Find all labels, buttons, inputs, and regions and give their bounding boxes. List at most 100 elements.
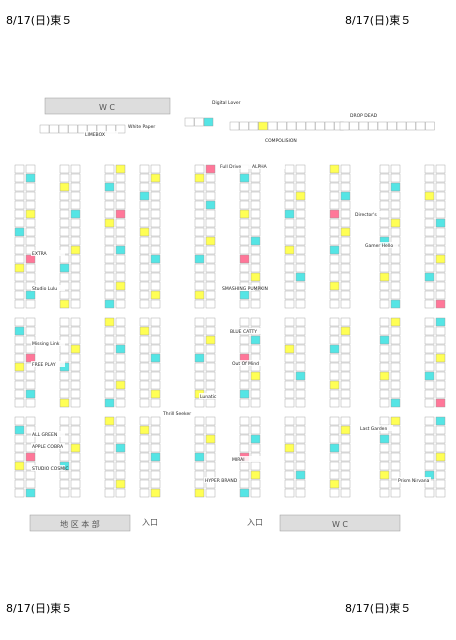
booth	[70, 317, 81, 327]
booth	[25, 209, 36, 219]
circle-label: FREE PLAY	[32, 362, 56, 368]
booth	[194, 236, 205, 246]
circle-label: LIMEBOX	[85, 132, 105, 138]
booth	[435, 380, 446, 390]
booth	[424, 317, 435, 327]
booth	[139, 479, 150, 489]
booth	[377, 121, 388, 131]
booth	[14, 290, 25, 300]
booth	[70, 389, 81, 399]
booth	[14, 191, 25, 201]
booth	[25, 263, 36, 273]
booth	[329, 254, 340, 264]
booth	[250, 299, 261, 309]
booth	[329, 326, 340, 336]
label-bg	[354, 211, 388, 217]
booth	[329, 164, 340, 174]
booth	[379, 281, 390, 291]
booth	[104, 299, 115, 309]
booth	[295, 353, 306, 363]
booth	[284, 173, 295, 183]
booth	[239, 416, 250, 426]
booth	[115, 263, 126, 273]
booth	[59, 317, 70, 327]
booth	[70, 164, 81, 174]
booth	[424, 488, 435, 498]
booth	[295, 164, 306, 174]
booth	[194, 191, 205, 201]
booth	[59, 182, 70, 192]
booth	[435, 299, 446, 309]
booth	[14, 344, 25, 354]
booth	[104, 200, 115, 210]
booth	[284, 398, 295, 408]
entrance-label: 入口	[247, 518, 263, 527]
booth	[267, 121, 278, 131]
booth	[248, 121, 259, 131]
booth	[295, 344, 306, 354]
booth	[150, 425, 161, 435]
booth	[295, 272, 306, 282]
booth	[250, 209, 261, 219]
booth	[329, 380, 340, 390]
booth	[194, 117, 204, 127]
booth	[139, 371, 150, 381]
booth	[150, 254, 161, 264]
booth	[59, 290, 70, 300]
booth	[205, 344, 216, 354]
booth	[295, 452, 306, 462]
booth	[139, 218, 150, 228]
booth	[239, 389, 250, 399]
booth	[424, 173, 435, 183]
booth	[115, 443, 126, 453]
booth	[205, 272, 216, 282]
booth	[435, 371, 446, 381]
booth	[70, 353, 81, 363]
booth	[379, 218, 390, 228]
booth	[25, 389, 36, 399]
booth	[104, 362, 115, 372]
booth	[150, 389, 161, 399]
booth	[250, 173, 261, 183]
booth	[205, 353, 216, 363]
booth	[205, 299, 216, 309]
booth	[194, 443, 205, 453]
booth	[139, 200, 150, 210]
booth	[194, 452, 205, 462]
booth	[295, 281, 306, 291]
booth	[340, 254, 351, 264]
booth	[435, 209, 446, 219]
booth	[340, 191, 351, 201]
booth	[25, 344, 36, 354]
booth	[295, 236, 306, 246]
booth	[115, 344, 126, 354]
booth	[250, 470, 261, 480]
booth	[70, 236, 81, 246]
booth	[14, 425, 25, 435]
booth	[205, 434, 216, 444]
booth	[424, 299, 435, 309]
booth	[14, 245, 25, 255]
booth	[25, 191, 36, 201]
booth	[194, 353, 205, 363]
booth	[194, 425, 205, 435]
booth	[390, 182, 401, 192]
booth	[205, 254, 216, 264]
booth	[390, 380, 401, 390]
booth	[295, 263, 306, 273]
booth	[70, 371, 81, 381]
booth	[340, 479, 351, 489]
booth	[70, 344, 81, 354]
booth	[390, 416, 401, 426]
booth	[239, 434, 250, 444]
booth	[194, 380, 205, 390]
booth	[104, 380, 115, 390]
booth	[139, 272, 150, 282]
label-bg	[221, 285, 255, 291]
booth	[150, 452, 161, 462]
booth	[390, 434, 401, 444]
booth	[205, 290, 216, 300]
booth	[205, 317, 216, 327]
booth	[239, 272, 250, 282]
label-bg	[219, 163, 253, 169]
